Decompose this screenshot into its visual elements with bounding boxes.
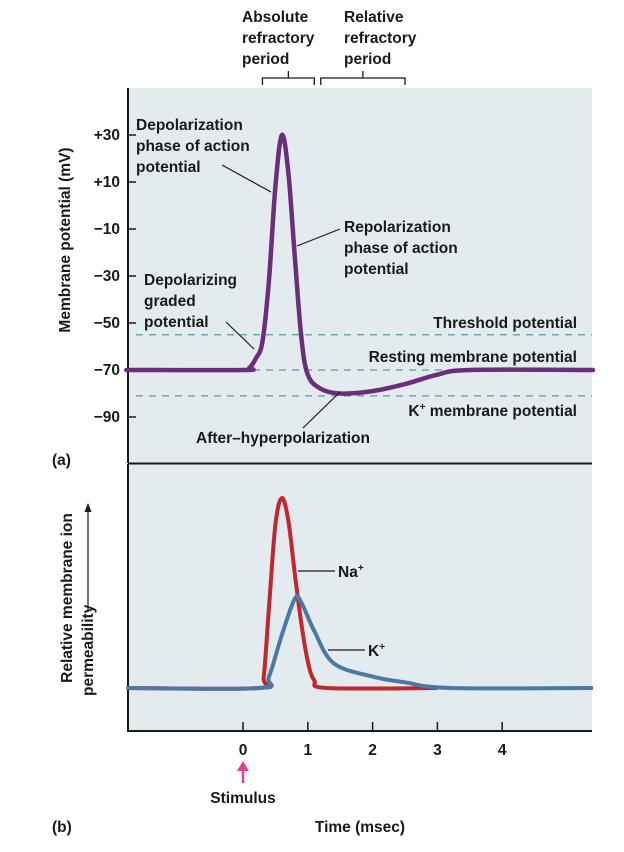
x-tick-label: 1 xyxy=(303,742,312,759)
y-tick-label: −70 xyxy=(94,362,120,379)
stimulus-label: Stimulus xyxy=(210,790,275,807)
x-tick-label: 3 xyxy=(433,742,442,759)
after-hyperpolarization-label: After–hyperpolarization xyxy=(196,430,370,447)
k-potential-label: K+ membrane potential xyxy=(408,402,577,420)
y-tick-label: −10 xyxy=(94,221,120,238)
y-axis-title-a: Membrane potential (mV) xyxy=(57,147,74,332)
stimulus-arrow-icon xyxy=(237,761,249,783)
y-tick-label: +10 xyxy=(94,174,120,191)
resting-label: Resting membrane potential xyxy=(369,349,577,366)
relative-refractory-label: Relative refractory period xyxy=(344,9,421,68)
refractory-bracket xyxy=(261,71,315,85)
y-axis-title-b-line1: Relative membrane ion xyxy=(59,513,76,683)
graded-potential-leader xyxy=(225,321,255,350)
x-tick-label: 4 xyxy=(498,742,507,759)
k-series-label: K+ xyxy=(368,642,385,660)
panel-label-a: (a) xyxy=(52,452,71,469)
graded-potential-label: Depolarizing graded potential xyxy=(144,272,241,331)
threshold-label: Threshold potential xyxy=(433,315,577,332)
y-axis-title-b-line2: permeability xyxy=(80,604,97,696)
series-a xyxy=(124,132,596,396)
y-tick-label: −30 xyxy=(94,268,120,285)
repolarization-leader xyxy=(296,228,341,247)
x-axis-title: Time (msec) xyxy=(315,819,405,836)
after-hyperpolarization-leader xyxy=(302,391,341,429)
repolarization-phase-label: Repolarization phase of action potential xyxy=(344,219,462,278)
panel-b-background xyxy=(128,464,592,731)
na-permeability-line xyxy=(126,496,438,691)
k-permeability-line xyxy=(126,594,593,691)
y-axis-arrow-b xyxy=(84,503,92,612)
na-series-label: Na+ xyxy=(338,563,364,581)
membrane-potential-line xyxy=(124,132,596,396)
series-b xyxy=(126,496,593,691)
x-ticks-b: 0 1 2 3 4 xyxy=(239,722,507,759)
y-tick-label: +30 xyxy=(94,127,120,144)
refractory-brackets xyxy=(261,71,406,85)
x-tick-label: 2 xyxy=(368,742,377,759)
y-tick-label: −90 xyxy=(94,409,120,426)
y-ticks-a: +30 +10 −10 −30 −50 −70 −90 xyxy=(94,127,136,426)
refractory-bracket xyxy=(320,71,406,85)
absolute-refractory-label: Absolute refractory period xyxy=(242,9,319,68)
depolarization-phase-label: Depolarization phase of action potential xyxy=(136,117,254,176)
y-tick-label: −50 xyxy=(94,315,120,332)
x-tick-label: 0 xyxy=(239,742,248,759)
depolarization-leader xyxy=(221,164,272,193)
panel-a-background xyxy=(128,88,592,463)
panel-label-b: (b) xyxy=(52,819,72,836)
